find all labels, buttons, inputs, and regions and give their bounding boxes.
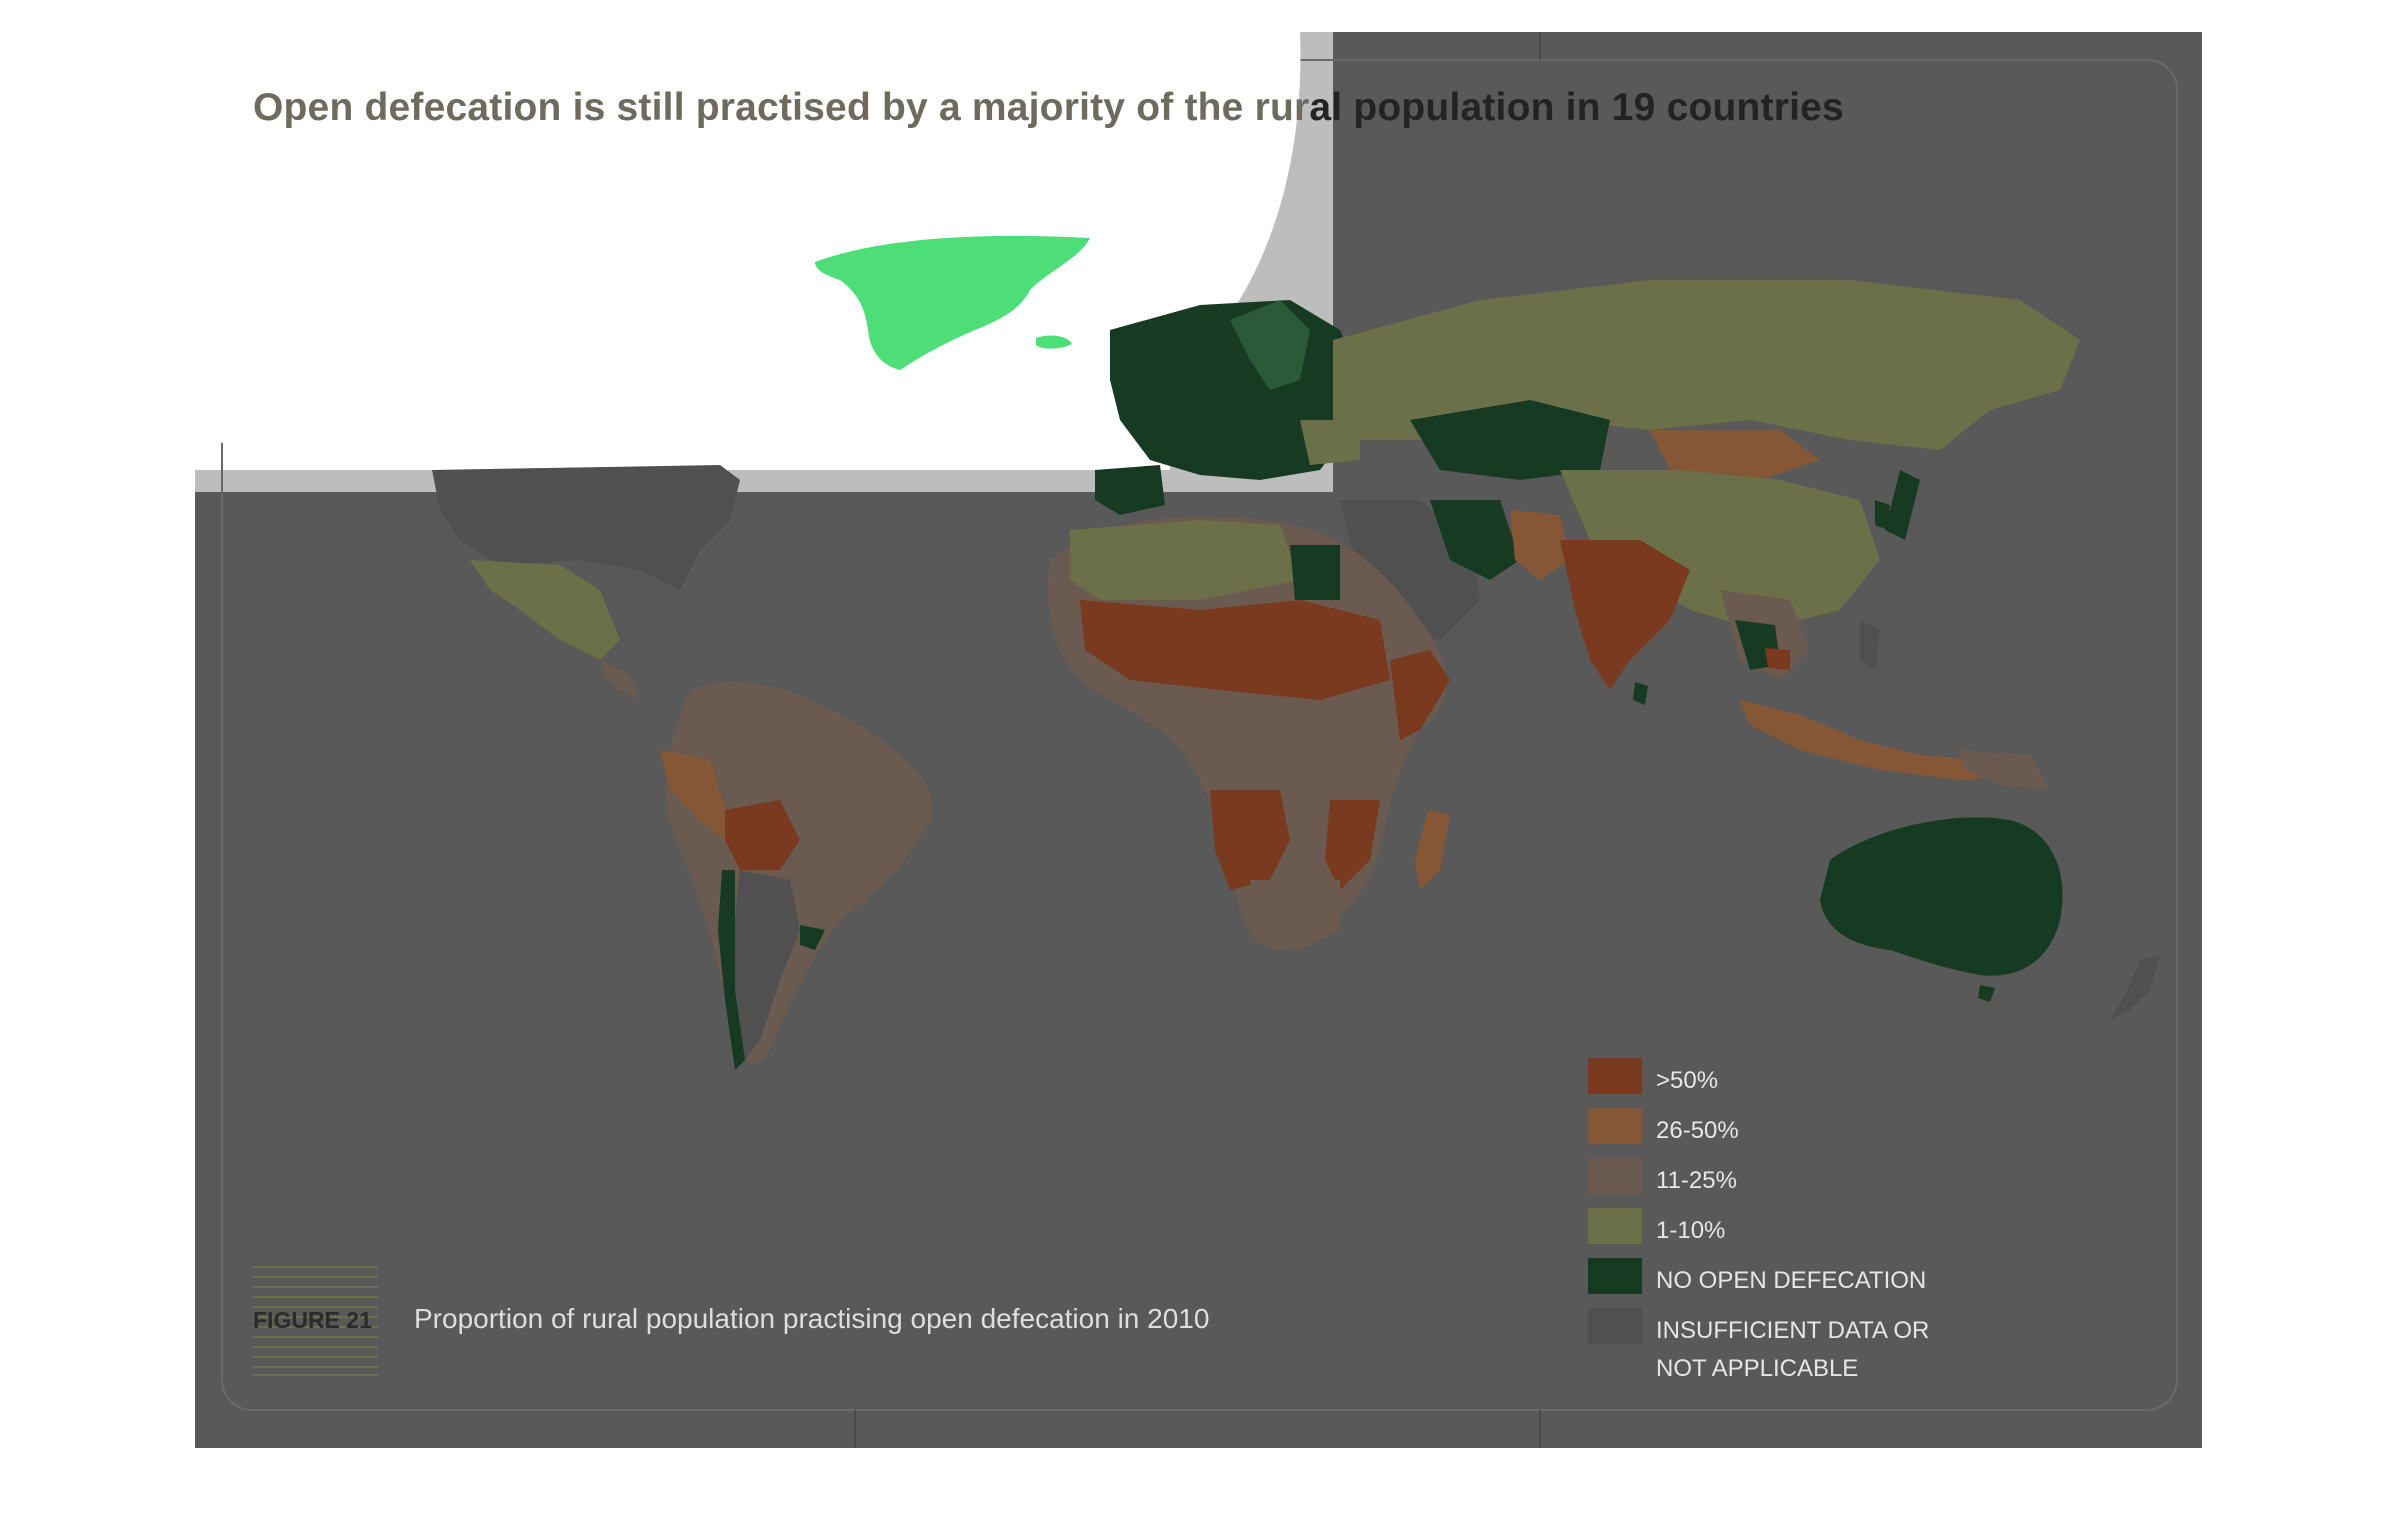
cambodia-shape xyxy=(1765,648,1790,670)
legend-label-gt50: >50% xyxy=(1656,1067,1719,1094)
mozambique-shape xyxy=(1325,800,1380,890)
egypt-shape xyxy=(1290,545,1340,600)
peru-shape xyxy=(660,750,725,840)
sri-lanka-shape xyxy=(1633,682,1648,705)
iceland-shape xyxy=(1036,335,1072,349)
legend-swatch-none xyxy=(1588,1258,1642,1294)
legend-label-11-25: 11-25% xyxy=(1656,1167,1737,1194)
legend-swatch-26-50 xyxy=(1588,1108,1642,1144)
usa-shape xyxy=(432,465,740,590)
iberia-shape xyxy=(1095,465,1165,515)
angola-zambia-shape xyxy=(1210,790,1290,890)
south-africa-shape xyxy=(1250,880,1340,950)
india-shape xyxy=(1560,540,1690,690)
figure-caption: Proportion of rural population practisin… xyxy=(414,1303,1210,1334)
north-africa-shape xyxy=(1070,520,1300,600)
figure-number: FIGURE 21 xyxy=(253,1307,372,1333)
legend-swatch-gt50 xyxy=(1588,1058,1642,1094)
legend-swatch-na xyxy=(1588,1308,1642,1344)
ukraine-shape xyxy=(1300,420,1360,465)
philippines-shape xyxy=(1860,620,1880,670)
chile-shape xyxy=(718,870,745,1070)
figure-stripes-icon xyxy=(253,1266,378,1376)
iran-shape xyxy=(1430,500,1520,580)
legend-label-none: NO OPEN DEFECATION xyxy=(1656,1267,1927,1294)
white-cloud xyxy=(195,32,1301,457)
madagascar-shape xyxy=(1415,810,1450,890)
mongolia-shape xyxy=(1650,430,1820,480)
legend-label-1-10: 1-10% xyxy=(1656,1217,1726,1244)
papua-shape xyxy=(1960,750,2050,790)
argentina-shape xyxy=(735,870,800,1060)
bolivia-shape xyxy=(725,800,800,870)
japan-shape xyxy=(1885,470,1920,540)
legend-label-na-line2: NOT APPLICABLE xyxy=(1656,1355,1859,1382)
legend-label-na: INSUFFICIENT DATA OR xyxy=(1656,1317,1930,1344)
uruguay-shape xyxy=(800,925,825,950)
kazakhstan-shape xyxy=(1410,400,1610,480)
legend-swatch-11-25 xyxy=(1588,1158,1642,1194)
greenland-shape xyxy=(815,235,1090,370)
mexico-shape xyxy=(470,560,620,660)
new-zealand-shape xyxy=(2110,955,2160,1020)
tasmania-shape xyxy=(1978,985,1995,1002)
legend-swatch-1-10 xyxy=(1588,1208,1642,1244)
china-shape xyxy=(1560,470,1880,630)
sahel-shape xyxy=(1080,600,1390,700)
pakistan-shape xyxy=(1510,510,1570,580)
korea-shape xyxy=(1875,500,1890,530)
indonesia-shape xyxy=(1740,700,2020,780)
map-title: Open defecation is still practised by a … xyxy=(253,86,1844,129)
australia-shape xyxy=(1820,817,2063,976)
central-america-shape xyxy=(600,660,640,700)
scandinavia-shape xyxy=(1230,300,1310,390)
somalia-shape xyxy=(1390,650,1450,740)
legend-label-26-50: 26-50% xyxy=(1656,1117,1739,1144)
